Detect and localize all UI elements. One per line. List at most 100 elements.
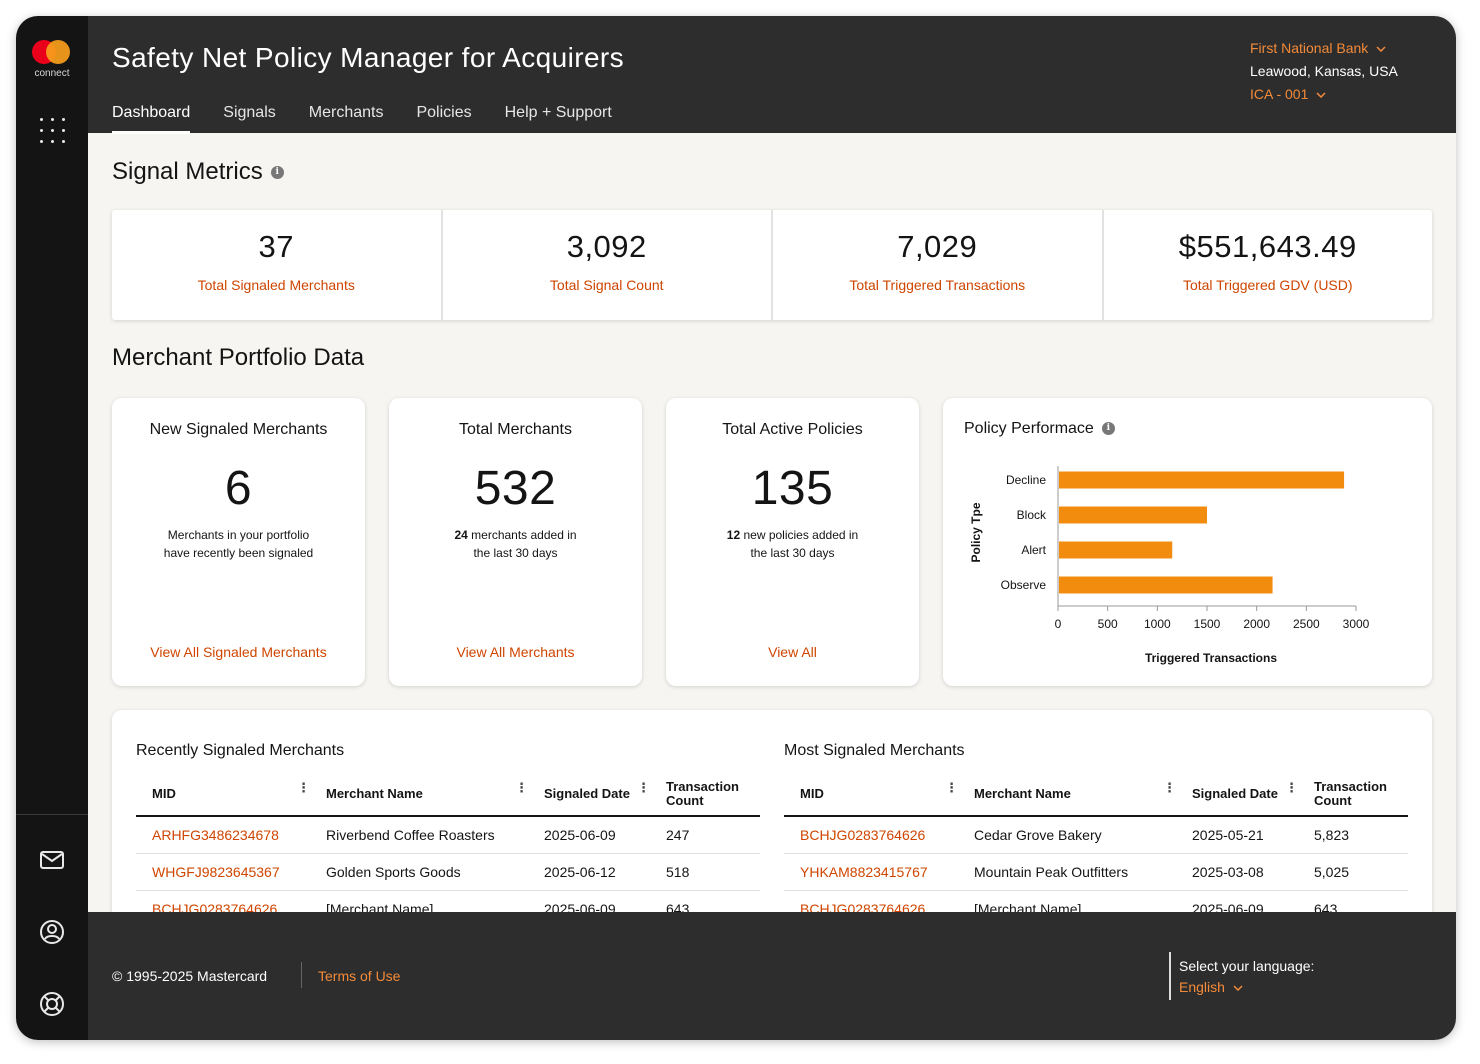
sidebar-divider [16,814,88,815]
profile-icon[interactable] [38,918,66,946]
signaled-date: 2025-05-21 [1176,816,1298,854]
metric-label: Total Signal Count [549,277,664,293]
mid-link[interactable]: ARHFG3486234678 [136,816,310,854]
app-grid-icon[interactable] [40,118,66,144]
tab-dashboard[interactable]: Dashboard [112,104,191,134]
x-axis-label: Triggered Transactions [1145,651,1277,665]
metric-value: 7,029 [897,229,978,264]
view-all-policies-link[interactable]: View All [768,644,817,660]
table-row[interactable]: WHGFJ9823645367 Golden Sports Goods 2025… [136,853,760,891]
view-all-signaled-merchants-link[interactable]: View All Signaled Merchants [150,644,327,660]
card-desc-line2: the last 30 days [473,546,558,560]
card-desc-line1: Merchants in your portfolio [167,528,310,542]
footer: © 1995-2025 Mastercard Terms of Use Sele… [88,912,1456,1040]
metric-triggered-gdv: $551,643.49 Total Triggered GDV (USD) [1104,210,1433,320]
x-tick-label: 1000 [1144,617,1171,631]
tab-signals[interactable]: Signals [223,104,276,121]
card-title: Total Active Policies [722,421,863,438]
mail-icon[interactable] [38,846,66,874]
col-mid[interactable]: MID ⋮ [136,772,310,817]
card-value: 135 [751,462,834,515]
col-merchant-name[interactable]: Merchant Name ⋮ [310,772,528,817]
info-icon[interactable]: i [270,166,284,180]
language-label: Select your language: [1179,958,1315,974]
card-description: Merchants in your portfolio have recentl… [112,526,365,562]
x-tick-label: 1500 [1194,617,1221,631]
col-signaled-date[interactable]: Signaled Date ⋮ [1176,772,1298,817]
footer-divider [301,962,302,988]
copyright: © 1995-2025 Mastercard [112,968,268,984]
chevron-down-icon [1376,46,1386,53]
card-description: 24 merchants added in the last 30 days [389,526,642,562]
chart-title: Policy Performace [964,420,1094,437]
bank-selector[interactable]: First National Bank [1250,40,1398,56]
top-header: Safety Net Policy Manager for Acquirers … [88,16,1456,134]
metric-value: 37 [258,229,294,264]
col-transaction-count[interactable]: Transaction Count [650,772,760,817]
logo-orange-circle [46,40,70,64]
card-desc-line2: the last 30 days [750,546,835,560]
help-lifebuoy-icon[interactable] [38,990,66,1018]
tab-policies[interactable]: Policies [416,104,472,121]
bar-block [1059,506,1207,524]
col-mid[interactable]: MID ⋮ [784,772,958,817]
col-merchant-name[interactable]: Merchant Name ⋮ [958,772,1176,817]
metric-label: Total Triggered GDV (USD) [1182,277,1353,293]
card-new-signaled-merchants: New Signaled Merchants 6 Merchants in yo… [112,398,365,686]
card-value: 6 [224,462,253,515]
x-tick-label: 2500 [1293,617,1320,631]
table-header-row: MID ⋮ Merchant Name ⋮ Signaled Date ⋮ Trans… [136,772,760,817]
merchant-name: Riverbend Coffee Roasters [310,816,528,854]
signaled-date: 2025-03-08 [1176,853,1298,891]
terms-of-use-link[interactable]: Terms of Use [318,968,401,984]
policy-performance-card: Policy Performace i Decline Block Alert Obse… [943,398,1432,686]
mid-link[interactable]: WHGFJ9823645367 [136,853,310,891]
recently-signaled-table: MID ⋮ Merchant Name ⋮ Signaled Date ⋮ Trans… [136,772,760,920]
view-all-merchants-link[interactable]: View All Merchants [456,644,575,660]
most-table-title: Most Signaled Merchants [784,742,965,759]
tab-help-support[interactable]: Help + Support [504,104,612,121]
info-icon[interactable]: i [1101,422,1115,436]
sidebar: connect [16,16,88,1040]
x-tick-label: 0 [1055,617,1062,631]
table-header-row: MID ⋮ Merchant Name ⋮ Signaled Date ⋮ Trans… [784,772,1408,817]
metric-value: $551,643.49 [1178,229,1357,264]
signal-metrics-title: Signal Metrics [112,158,263,185]
card-desc-line1: merchants added in [467,528,577,542]
merchant-name: Mountain Peak Outfitters [958,853,1176,891]
language-value: English [1179,979,1225,995]
y-tick-label: Alert [1021,543,1046,557]
signaled-date: 2025-06-09 [528,816,650,854]
recent-table-title: Recently Signaled Merchants [136,742,345,759]
chart-heading: Policy Performace i [964,420,1115,438]
chevron-down-icon [1316,92,1326,99]
y-tick-label: Block [1017,508,1047,522]
x-tick-label: 3000 [1343,617,1370,631]
ica-selector[interactable]: ICA - 001 [1250,86,1398,102]
signal-metrics-heading: Signal Metrics i [112,158,284,186]
metric-signal-count: 3,092 Total Signal Count [443,210,773,320]
col-transaction-count[interactable]: Transaction Count [1298,772,1408,817]
table-row[interactable]: ARHFG3486234678 Riverbend Coffee Roaster… [136,816,760,854]
app-frame: connect Safety Net Policy Manager for Ac… [16,16,1456,1040]
col-signaled-date[interactable]: Signaled Date ⋮ [528,772,650,817]
merchant-name: Cedar Grove Bakery [958,816,1176,854]
language-selector[interactable]: English [1179,979,1243,995]
x-tick-label: 2000 [1243,617,1270,631]
bank-location: Leawood, Kansas, USA [1250,63,1398,79]
transaction-count: 5,025 [1298,853,1408,891]
metric-triggered-transactions: 7,029 Total Triggered Transactions [773,210,1104,320]
mid-link[interactable]: YHKAM8823415767 [784,853,958,891]
bank-name: First National Bank [1250,40,1369,56]
most-signaled-table: MID ⋮ Merchant Name ⋮ Signaled Date ⋮ Trans… [784,772,1408,920]
table-row[interactable]: BCHJG0283764626 Cedar Grove Bakery 2025-… [784,816,1408,854]
table-row[interactable]: YHKAM8823415767 Mountain Peak Outfitters… [784,853,1408,891]
mastercard-logo[interactable]: connect [30,38,74,82]
card-description: 12 new policies added in the last 30 day… [666,526,919,562]
card-title: New Signaled Merchants [149,421,328,438]
transaction-count: 5,823 [1298,816,1408,854]
mid-link[interactable]: BCHJG0283764626 [784,816,958,854]
transaction-count: 247 [650,816,760,854]
metric-signaled-merchants: 37 Total Signaled Merchants [112,210,443,320]
tab-merchants[interactable]: Merchants [308,104,384,121]
